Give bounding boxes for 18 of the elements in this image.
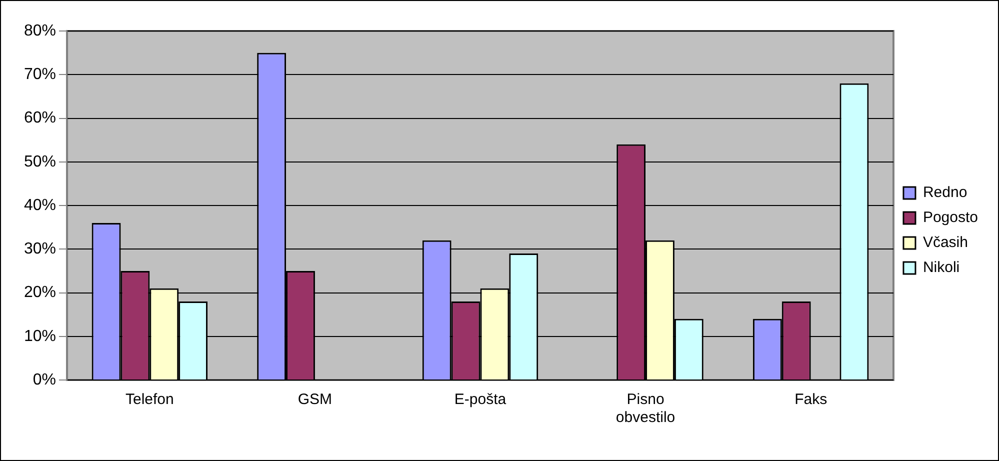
y-tick-label: 0%: [32, 371, 56, 388]
y-tick-label: 50%: [24, 153, 56, 170]
legend-label: Pogosto: [922, 209, 978, 226]
y-tick-label: 40%: [24, 196, 56, 214]
legend-label: Nikoli: [922, 259, 960, 276]
y-tick-label: 10%: [24, 328, 56, 345]
x-tick-label: Pisno obvestilo: [616, 391, 676, 426]
y-tick-label: 30%: [24, 240, 56, 258]
legend-label: Redno: [922, 184, 968, 202]
x-tick-label: Telefon: [125, 391, 174, 408]
x-tick-label: GSM: [298, 391, 332, 408]
y-tick-label: 60%: [24, 110, 56, 127]
x-tick-label: Faks: [794, 391, 828, 408]
y-tick-label: 80%: [24, 22, 56, 40]
y-tick-label: 20%: [24, 284, 56, 302]
x-tick-label: E-pošta: [454, 391, 507, 408]
legend-label: Včasih: [922, 234, 968, 252]
y-tick-label: 70%: [24, 66, 56, 84]
